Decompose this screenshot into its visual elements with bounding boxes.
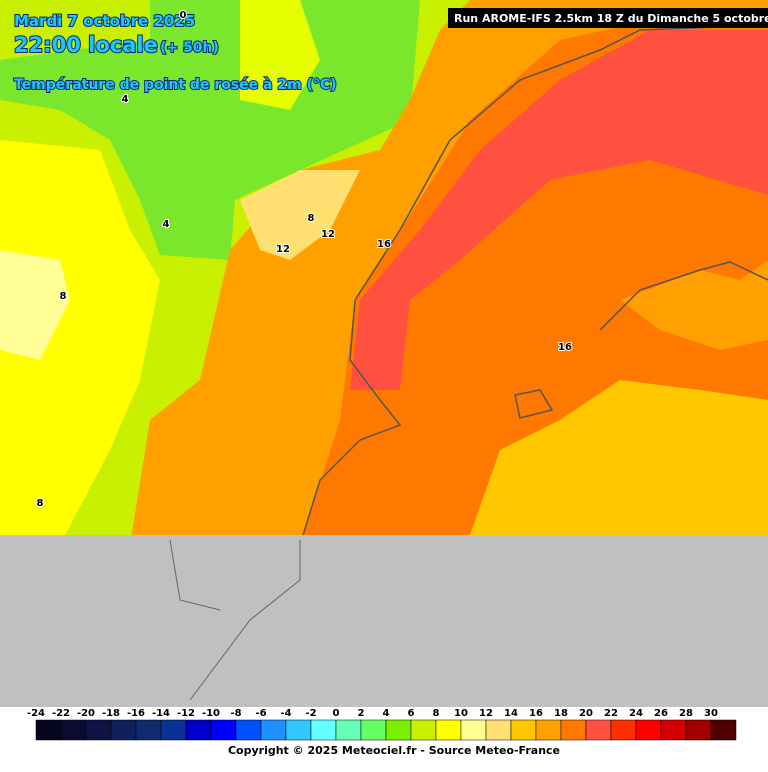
legend-swatch <box>335 719 362 741</box>
field-red <box>350 30 768 390</box>
legend-swatch <box>410 719 437 741</box>
legend-label: -14 <box>152 708 170 719</box>
parameter: Température de point de rosée à 2m (°C) <box>14 77 337 93</box>
legend-label: 8 <box>433 708 440 719</box>
legend-label: 0 <box>333 708 340 719</box>
contour-label: 8 <box>37 498 44 509</box>
contour-label: 4 <box>122 94 129 105</box>
legend-label: 10 <box>454 708 468 719</box>
contour-label: 12 <box>276 244 290 255</box>
legend-label: -12 <box>177 708 195 719</box>
legend-label: -8 <box>230 708 241 719</box>
time: 22:00 locale <box>14 33 158 57</box>
contour-label: 0 <box>180 10 187 21</box>
legend-swatch <box>560 719 587 741</box>
contour-label: 4 <box>163 219 170 230</box>
legend-swatch <box>35 719 62 741</box>
legend: -24 -22 -20 -18 -16 -14 -12 -10 -8 -6 -4 -2 0 2 4 6 8 10 1… <box>27 708 737 741</box>
legend-label: 26 <box>654 708 668 719</box>
legend-label: -22 <box>52 708 70 719</box>
borders <box>169 539 301 701</box>
contour-labels: 0 4 4 8 8 8 12 12 16 16 <box>36 9 573 510</box>
legend-label: 20 <box>579 708 593 719</box>
legend-label: -10 <box>202 708 220 719</box>
legend-swatch <box>135 719 162 741</box>
legend-label: 28 <box>679 708 693 719</box>
legend-label: 30 <box>704 708 718 719</box>
coastline <box>299 24 768 546</box>
legend-label: -4 <box>280 708 291 719</box>
legend-label: 4 <box>383 708 390 719</box>
legend-swatch <box>435 719 462 741</box>
field-island <box>620 260 768 350</box>
legend-swatch <box>260 719 287 741</box>
lead: (+ 50h) <box>160 40 219 56</box>
field-pale-orange <box>240 170 360 260</box>
date: Mardi 7 octobre 2025 <box>14 12 195 30</box>
contour-label: 16 <box>558 342 572 353</box>
legend-swatch <box>60 719 87 741</box>
legend-swatch <box>485 719 512 741</box>
legend-label: -16 <box>127 708 145 719</box>
legend-label: -18 <box>102 708 120 719</box>
legend-swatch <box>585 719 612 741</box>
legend-swatch <box>160 719 187 741</box>
legend-label: -24 <box>27 708 45 719</box>
legend-label: 6 <box>408 708 415 719</box>
no-data-area <box>0 535 768 707</box>
legend-swatch <box>310 719 337 741</box>
legend-label: 12 <box>479 708 493 719</box>
legend-label: 18 <box>554 708 568 719</box>
field-yellow-orange <box>470 380 768 535</box>
contour-label: 16 <box>377 239 391 250</box>
legend-swatch <box>710 719 737 741</box>
contour-label: 12 <box>321 229 335 240</box>
legend-swatch <box>660 719 687 741</box>
legend-swatch <box>210 719 237 741</box>
field-pale <box>0 250 70 360</box>
field-yellow <box>0 140 160 545</box>
legend-swatch <box>385 719 412 741</box>
field-yellow-north <box>240 0 320 110</box>
legend-label: 2 <box>358 708 365 719</box>
contour-label: 8 <box>60 291 67 302</box>
legend-swatch <box>635 719 662 741</box>
legend-swatch <box>510 719 537 741</box>
legend-label: 22 <box>604 708 618 719</box>
legend-swatch <box>610 719 637 741</box>
legend-label: -20 <box>77 708 95 719</box>
legend-label: 14 <box>504 708 518 719</box>
legend-swatch <box>185 719 212 741</box>
legend-swatch <box>535 719 562 741</box>
legend-swatch <box>235 719 262 741</box>
legend-swatch <box>85 719 112 741</box>
legend-swatch <box>685 719 712 741</box>
legend-swatch <box>110 719 137 741</box>
legend-label: 24 <box>629 708 643 719</box>
legend-label: 16 <box>529 708 543 719</box>
legend-label: -6 <box>255 708 266 719</box>
legend-swatch <box>460 719 487 741</box>
legend-swatch <box>285 719 312 741</box>
run-info: Run AROME-IFS 2.5km 18 Z du Dimanche 5 o… <box>454 12 768 25</box>
legend-label: -2 <box>305 708 316 719</box>
copyright: Copyright © 2025 Meteociel.fr - Source M… <box>228 744 560 757</box>
legend-swatch <box>360 719 387 741</box>
run-box <box>448 8 768 28</box>
contour-label: 8 <box>308 213 315 224</box>
